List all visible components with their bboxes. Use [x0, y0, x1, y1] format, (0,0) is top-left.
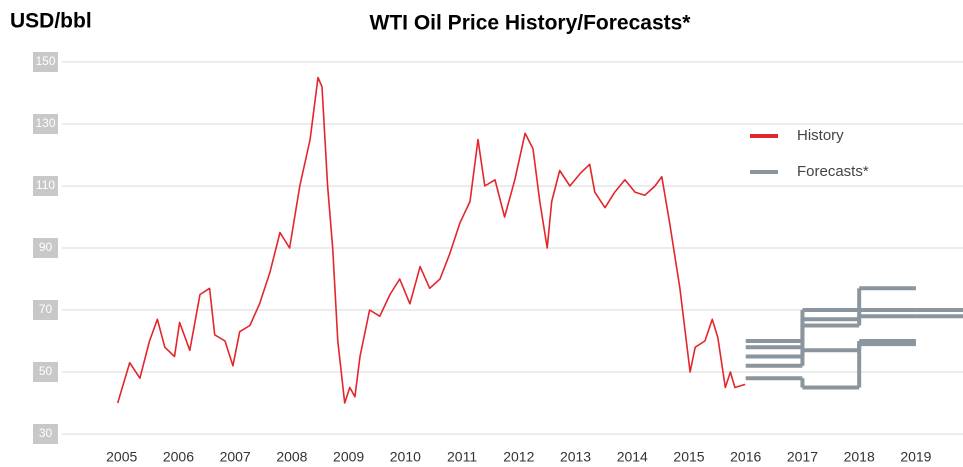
y-tick-label: 150 [35, 54, 55, 68]
x-tick-label: 2016 [730, 449, 761, 465]
x-tick-label: 2014 [617, 449, 648, 465]
x-tick-label: 2017 [787, 449, 818, 465]
y-tick-box [33, 362, 58, 382]
x-tick-label: 2013 [560, 449, 591, 465]
y-axis-label: USD/bbl [10, 10, 92, 33]
y-tick-label: 50 [39, 364, 53, 378]
x-tick-label: 2005 [106, 449, 137, 465]
x-tick-label: 2006 [163, 449, 194, 465]
x-tick-label: 2011 [447, 449, 477, 465]
legend-label: History [797, 127, 844, 144]
x-tick-label: 2018 [844, 449, 875, 465]
history-line [116, 76, 746, 404]
y-tick-box [33, 52, 58, 72]
x-tick-label: 2019 [900, 449, 931, 465]
legend-label: Forecasts* [797, 163, 869, 180]
y-tick-label: 130 [35, 116, 55, 130]
y-tick-box [33, 300, 58, 320]
y-tick-box [33, 238, 58, 258]
y-tick-box [33, 176, 58, 196]
y-tick-label: 90 [39, 240, 53, 254]
y-tick-label: 70 [39, 302, 53, 316]
x-tick-label: 2015 [673, 449, 704, 465]
x-tick-label: 2008 [276, 449, 307, 465]
y-tick-box [33, 114, 58, 134]
x-tick-label: 2007 [220, 449, 251, 465]
x-tick-label: 2009 [333, 449, 364, 465]
y-tick-label: 110 [36, 178, 55, 192]
y-tick-box [33, 424, 58, 444]
x-tick-label: 2012 [503, 449, 534, 465]
chart-title: WTI Oil Price History/Forecasts* [370, 12, 692, 35]
y-tick-label: 30 [39, 426, 53, 440]
x-tick-label: 2010 [390, 449, 421, 465]
